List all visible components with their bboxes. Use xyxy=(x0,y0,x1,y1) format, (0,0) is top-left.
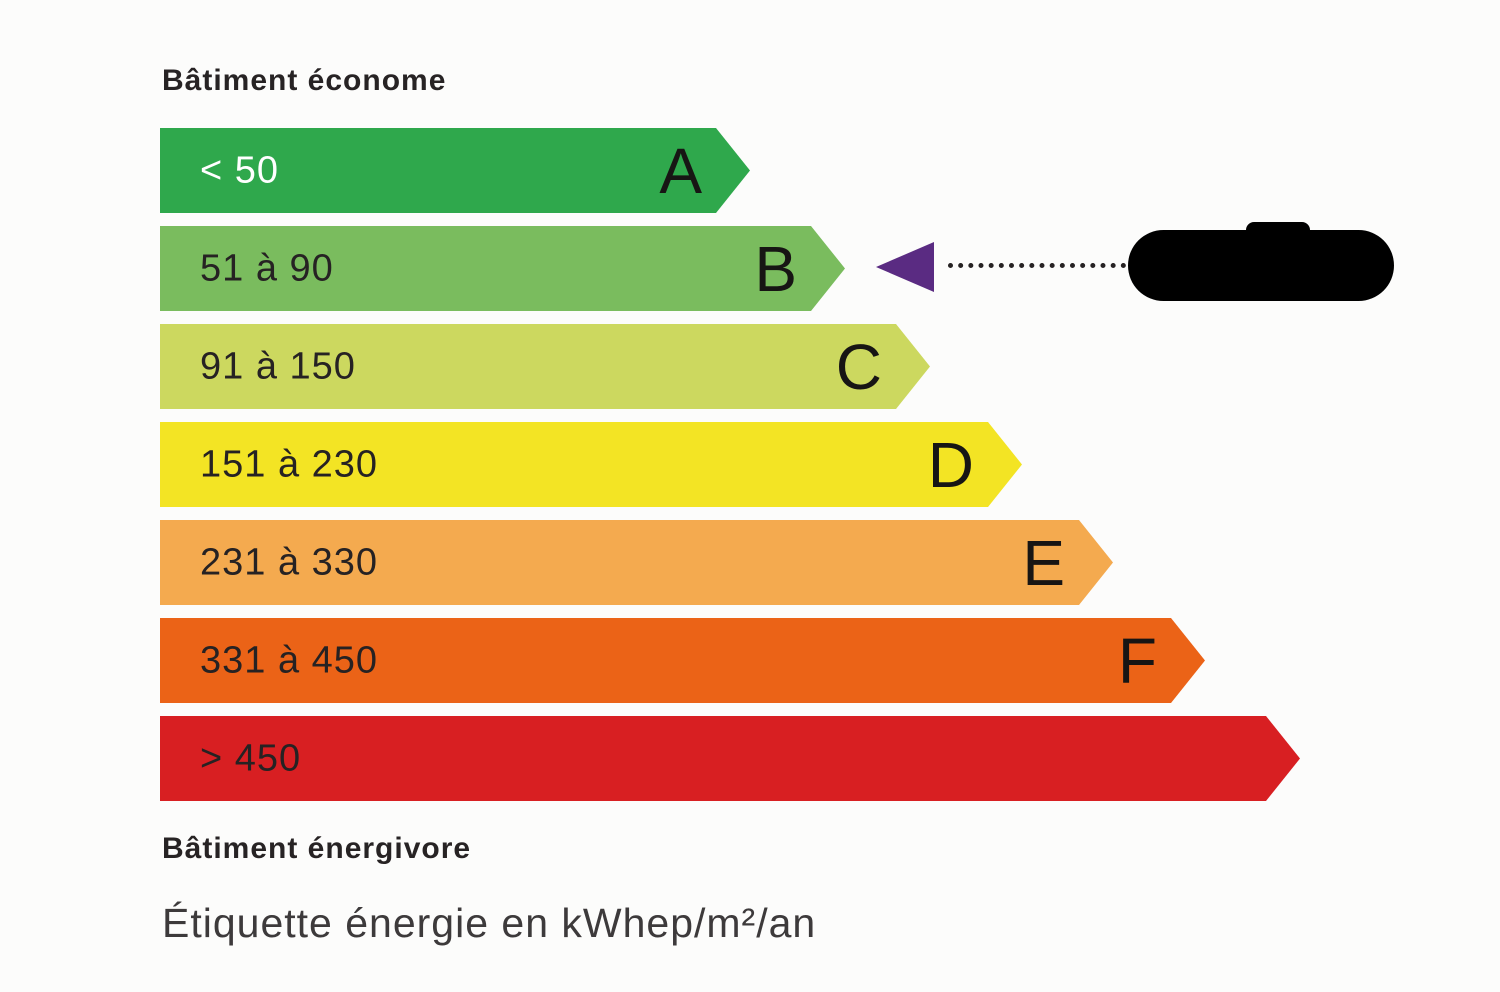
energy-range-label: 331 à 450 xyxy=(200,639,379,681)
energy-range-label: < 50 xyxy=(200,149,280,191)
energy-intensive-building-label: Bâtiment énergivore xyxy=(162,832,472,865)
energy-bar-C: 91 à 150 C xyxy=(160,324,930,409)
energy-class-letter: A xyxy=(659,134,702,207)
economical-building-label: Bâtiment économe xyxy=(162,64,447,97)
energy-range-label: 151 à 230 xyxy=(200,443,379,485)
indicator-dotted-line xyxy=(948,263,1126,268)
energy-bar-A: < 50 A xyxy=(160,128,750,213)
energy-class-letter: D xyxy=(927,428,974,501)
energy-bar-G: > 450 xyxy=(160,716,1300,801)
energy-class-bars: < 50 A 51 à 90 B 91 à 150 C 151 à 230 D 231 à 33… xyxy=(160,128,1300,814)
energy-range-label: 231 à 330 xyxy=(200,541,379,583)
energy-bar-F: 331 à 450 F xyxy=(160,618,1205,703)
energy-bar-E: 231 à 330 E xyxy=(160,520,1113,605)
energy-bar-B: 51 à 90 B xyxy=(160,226,845,311)
energy-label-caption: Étiquette énergie en kWhep/m²/an xyxy=(162,900,817,946)
energy-range-label: 51 à 90 xyxy=(200,247,334,289)
energy-class-letter: B xyxy=(754,232,797,305)
energy-class-letter: C xyxy=(835,330,882,403)
energy-class-letter: E xyxy=(1022,526,1065,599)
energy-bar-D: 151 à 230 D xyxy=(160,422,1022,507)
redacted-value-blob-bump xyxy=(1246,222,1310,242)
energy-class-letter: F xyxy=(1117,624,1157,697)
energy-range-label: > 450 xyxy=(200,737,302,779)
energy-range-label: 91 à 150 xyxy=(200,345,356,387)
